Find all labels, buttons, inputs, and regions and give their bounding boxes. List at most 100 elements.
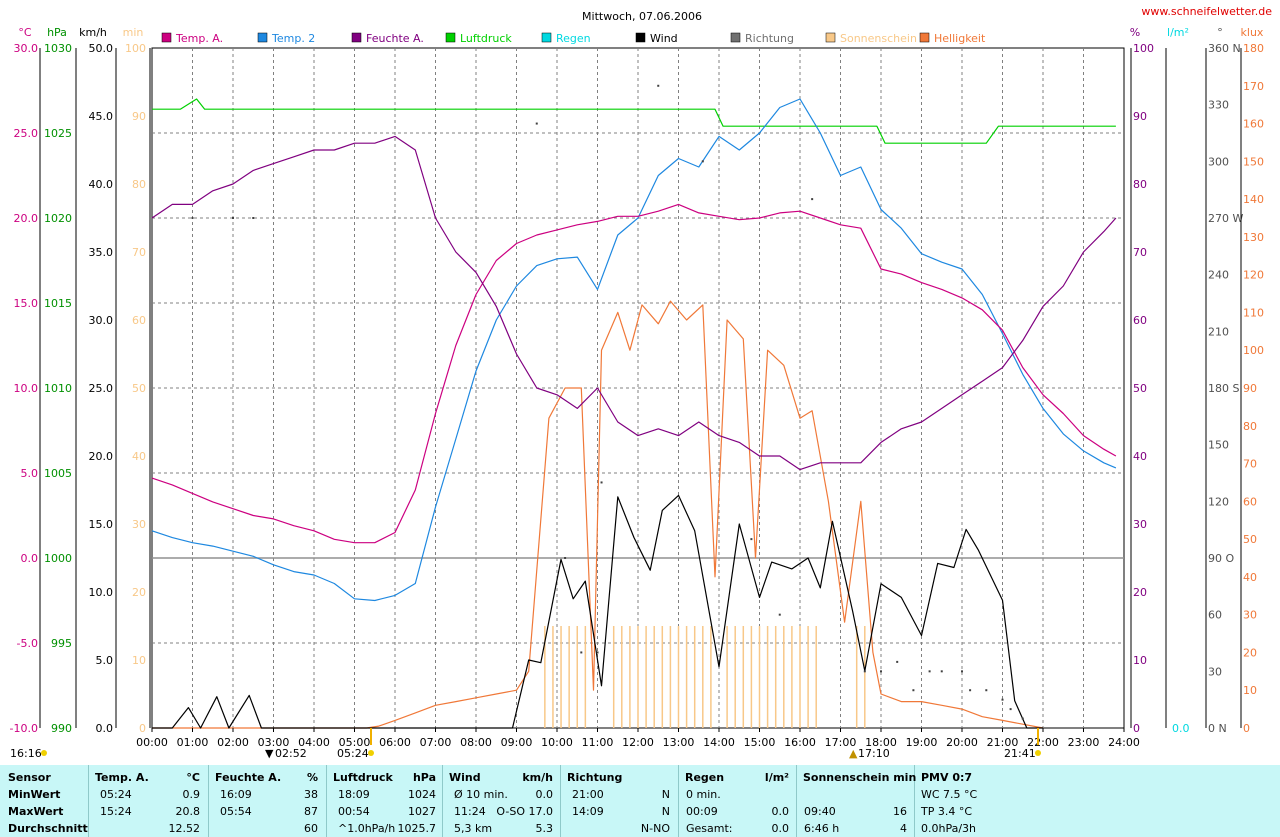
tick-label-light: 170	[1243, 80, 1264, 93]
stats-value-wind: O-SO 17.0	[496, 805, 553, 818]
tick-label-wind: 0.0	[96, 722, 114, 735]
tick-label-light: 70	[1243, 458, 1257, 471]
direction-point	[912, 689, 915, 692]
tick-label-temp: -5.0	[17, 637, 38, 650]
series-line-wind	[152, 494, 1043, 729]
stats-value-feuchte: 38	[304, 788, 318, 801]
unit-label-direction: °	[1217, 26, 1223, 39]
tick-label-direction: 180 S	[1208, 382, 1239, 395]
tick-label-temp: -10.0	[10, 722, 38, 735]
stats-header-regen: Regen	[685, 771, 725, 784]
tick-label-wind: 5.0	[96, 654, 114, 667]
stats-time-luftdruck: ^1.0hPa/h	[338, 822, 396, 835]
legend-swatch	[541, 32, 552, 43]
tick-label-wind: 40.0	[89, 178, 114, 191]
tick-label-temp: 5.0	[21, 467, 39, 480]
legend-label: Luftdruck	[460, 32, 512, 45]
tick-label-wind: 45.0	[89, 110, 114, 123]
tick-label-minutes: 0	[139, 722, 146, 735]
tick-label-pressure: 995	[51, 637, 72, 650]
stats-value-temp: 20.8	[175, 805, 201, 818]
tick-label-direction: 90 O	[1208, 552, 1234, 565]
stats-time-richtung: 21:00	[572, 788, 604, 801]
legend-label: Wind	[650, 32, 678, 45]
direction-point	[940, 670, 943, 673]
legend-swatch	[919, 32, 930, 43]
stats-header-sonne: Sonnenschein min	[803, 771, 917, 784]
tick-label-minutes: 10	[132, 654, 146, 667]
x-tick-label: 03:00	[258, 736, 290, 749]
tick-label-direction: 330	[1208, 99, 1229, 112]
sunset-icon	[1035, 750, 1041, 756]
legend-swatch	[730, 32, 741, 43]
legend-label: Richtung	[745, 32, 794, 45]
direction-point	[880, 670, 882, 673]
direction-point	[701, 160, 704, 163]
series-line-temp-a-	[151, 203, 1117, 544]
direction-point	[1021, 717, 1024, 720]
legend-label: Sonnenschein	[840, 32, 917, 45]
tick-label-pressure: 990	[51, 722, 72, 735]
axis-units: °C hPa km/h min% l/m² ° klux	[18, 26, 1264, 39]
stats-pmv-row: TP 3.4 °C	[921, 805, 973, 818]
stats-row-label: MinWert	[8, 788, 61, 801]
stats-unit-feuchte: %	[306, 771, 318, 784]
table-column-divider	[914, 765, 915, 837]
stats-time-wind: 11:24	[454, 805, 486, 818]
tick-label-temp: 30.0	[14, 42, 39, 55]
tick-label-wind: 30.0	[89, 314, 114, 327]
x-tick-label: 21:00	[987, 736, 1019, 749]
stats-value-sonne: 16	[893, 805, 907, 818]
legend-label: Helligkeit	[934, 32, 986, 45]
tick-label-light: 130	[1243, 231, 1264, 244]
tick-label-temp: 25.0	[14, 127, 39, 140]
tick-label-humidity: 90	[1133, 110, 1147, 123]
x-tick-label: 01:00	[177, 736, 209, 749]
unit-label-temp: °C	[18, 26, 32, 39]
x-tick-label: 15:00	[744, 736, 776, 749]
stats-time-temp: 05:24	[100, 788, 132, 801]
tick-label-direction: 270 W	[1208, 212, 1243, 225]
site-url[interactable]: www.schneifelwetter.de	[1141, 5, 1272, 18]
tick-label-light: 120	[1243, 269, 1264, 282]
stats-value-temp: 12.52	[168, 822, 201, 835]
table-column-divider	[560, 765, 561, 837]
stats-time-luftdruck: 18:09	[338, 788, 370, 801]
x-tick-label: 02:00	[217, 736, 249, 749]
legend-swatch	[445, 32, 456, 43]
direction-point	[580, 651, 583, 654]
tick-label-light: 10	[1243, 684, 1257, 697]
tick-label-light: 80	[1243, 420, 1257, 433]
stats-header-wind: Wind	[449, 771, 481, 784]
moonrise-arrow: ▼	[265, 747, 274, 760]
stats-time-regen: 0 min.	[686, 788, 721, 801]
stats-value-richtung: N-NO	[640, 822, 670, 835]
stats-time-sonne: 09:40	[804, 805, 836, 818]
stats-value-regen: 0.0	[771, 822, 790, 835]
tick-label-light: 40	[1243, 571, 1257, 584]
direction-point	[985, 689, 988, 692]
tick-label-direction: 240	[1208, 269, 1229, 282]
stats-header-feuchte: Feuchte A.	[215, 771, 282, 784]
tick-label-light: 60	[1243, 495, 1257, 508]
tick-label-light: 0	[1243, 722, 1250, 735]
stats-time-temp: 15:24	[100, 805, 132, 818]
x-tick-label: 05:00	[339, 736, 371, 749]
grid	[151, 47, 1125, 729]
sunrise-time: 05:24	[337, 747, 369, 760]
series-line-helligkeit	[152, 300, 1044, 729]
tick-label-rain: 0.0	[1172, 722, 1190, 735]
tick-label-pressure: 1010	[44, 382, 72, 395]
stats-value-richtung: N	[661, 788, 670, 801]
direction-point	[191, 217, 194, 219]
tick-label-wind: 25.0	[89, 382, 114, 395]
tick-label-minutes: 100	[125, 42, 146, 55]
tick-label-light: 90	[1243, 382, 1257, 395]
stats-header-luftdruck: Luftdruck	[333, 771, 393, 784]
direction-point	[750, 538, 753, 541]
tick-label-minutes: 30	[132, 518, 146, 531]
series-line-luftdruck	[152, 98, 1116, 144]
x-axis: 00:00 01:00 02:00 03:00 04:00 05:00 06:00 07:00…	[136, 728, 1140, 749]
stats-header-temp: Temp. A.	[95, 771, 149, 784]
stats-value-richtung: N	[661, 805, 670, 818]
